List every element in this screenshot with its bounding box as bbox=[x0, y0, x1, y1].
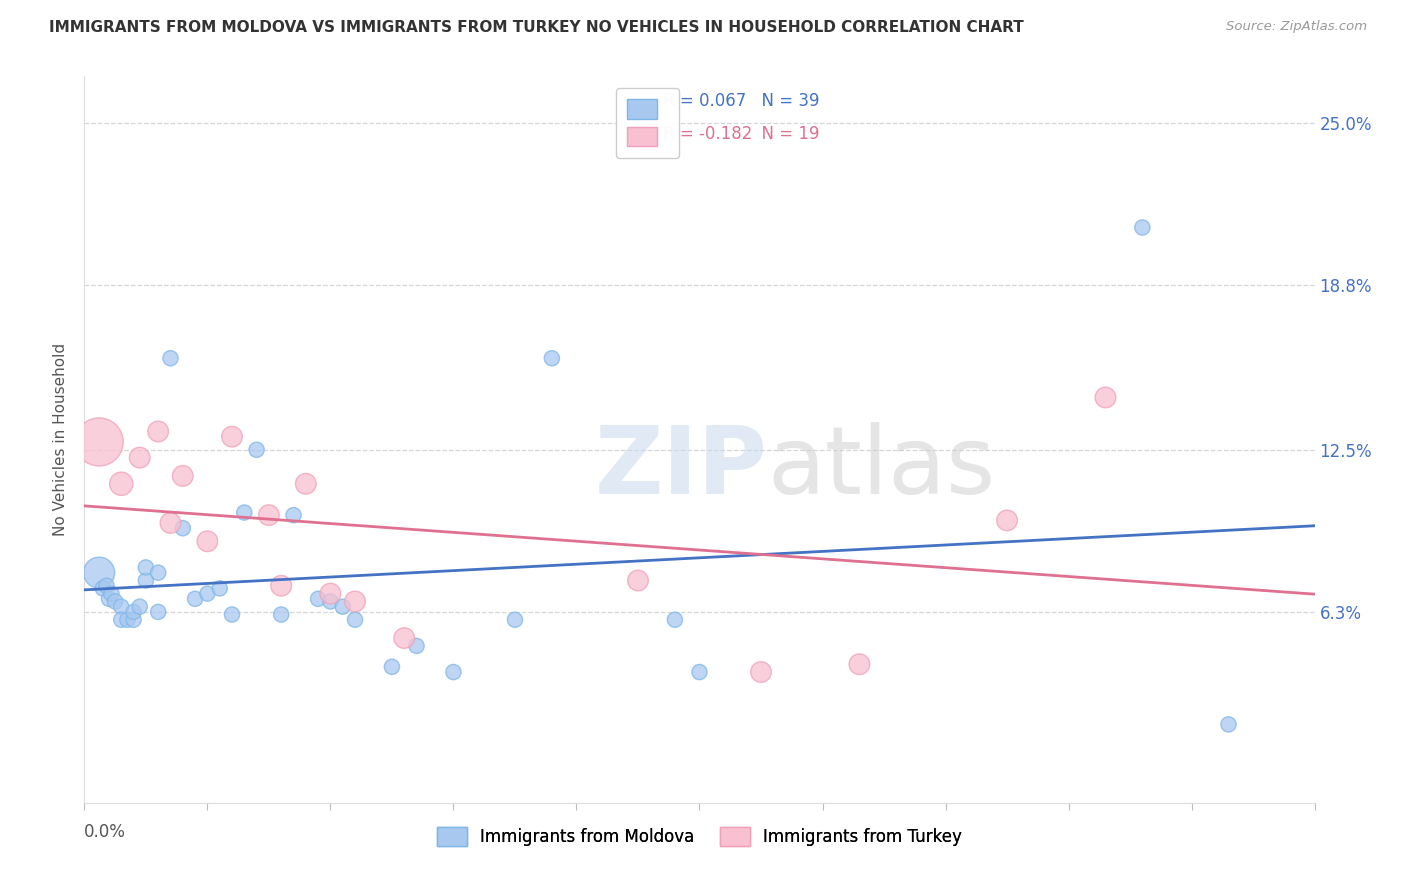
Text: N = 39: N = 39 bbox=[751, 92, 820, 111]
Point bbox=[172, 469, 194, 483]
Point bbox=[848, 657, 870, 672]
Text: ZIP: ZIP bbox=[595, 423, 768, 515]
Text: R = -0.182: R = -0.182 bbox=[662, 125, 752, 143]
Point bbox=[319, 594, 342, 608]
Point bbox=[295, 476, 318, 491]
Point bbox=[148, 566, 170, 580]
Text: N = 19: N = 19 bbox=[751, 125, 820, 143]
Point bbox=[246, 442, 269, 457]
Point bbox=[332, 599, 354, 614]
Point bbox=[257, 508, 280, 523]
Point bbox=[135, 574, 157, 588]
Point bbox=[172, 521, 194, 535]
Point bbox=[1218, 717, 1240, 731]
Point bbox=[381, 660, 404, 674]
Point bbox=[96, 579, 118, 593]
Point bbox=[221, 607, 243, 622]
Point bbox=[503, 613, 526, 627]
Point bbox=[344, 594, 367, 608]
Point bbox=[1094, 391, 1116, 405]
Text: 0.0%: 0.0% bbox=[84, 823, 127, 841]
Point bbox=[148, 425, 170, 439]
Text: R = 0.067: R = 0.067 bbox=[662, 92, 745, 111]
Point bbox=[319, 586, 342, 600]
Legend: Immigrants from Moldova, Immigrants from Turkey: Immigrants from Moldova, Immigrants from… bbox=[430, 820, 969, 853]
Point bbox=[128, 450, 150, 465]
Point bbox=[344, 613, 367, 627]
Point bbox=[91, 582, 114, 596]
Point bbox=[233, 506, 256, 520]
Point bbox=[110, 599, 132, 614]
Point bbox=[270, 579, 292, 593]
Point bbox=[87, 566, 111, 580]
Point bbox=[98, 591, 120, 606]
Point bbox=[443, 665, 465, 679]
Point bbox=[1130, 220, 1153, 235]
Point bbox=[283, 508, 305, 523]
Y-axis label: No Vehicles in Household: No Vehicles in Household bbox=[52, 343, 67, 536]
Point bbox=[405, 639, 427, 653]
Point bbox=[104, 594, 127, 608]
Point bbox=[122, 613, 145, 627]
Point bbox=[627, 574, 650, 588]
Point bbox=[128, 599, 150, 614]
Text: Source: ZipAtlas.com: Source: ZipAtlas.com bbox=[1226, 20, 1367, 33]
Point bbox=[159, 351, 181, 366]
Point bbox=[135, 560, 157, 574]
Point bbox=[208, 582, 231, 596]
Point bbox=[540, 351, 562, 366]
Point bbox=[197, 586, 219, 600]
Point bbox=[307, 591, 329, 606]
Point bbox=[110, 476, 132, 491]
Point bbox=[117, 613, 139, 627]
Point bbox=[664, 613, 686, 627]
Point bbox=[159, 516, 181, 530]
Point bbox=[270, 607, 292, 622]
Point bbox=[110, 613, 132, 627]
Text: IMMIGRANTS FROM MOLDOVA VS IMMIGRANTS FROM TURKEY NO VEHICLES IN HOUSEHOLD CORRE: IMMIGRANTS FROM MOLDOVA VS IMMIGRANTS FR… bbox=[49, 20, 1024, 35]
Point bbox=[122, 605, 145, 619]
Point bbox=[995, 513, 1018, 527]
Point bbox=[87, 434, 111, 449]
Point bbox=[221, 430, 243, 444]
Point bbox=[148, 605, 170, 619]
Point bbox=[197, 534, 219, 549]
Point bbox=[749, 665, 772, 679]
Point bbox=[689, 665, 711, 679]
Text: atlas: atlas bbox=[768, 423, 995, 515]
Point bbox=[394, 631, 416, 645]
Point bbox=[184, 591, 207, 606]
Point bbox=[100, 586, 122, 600]
